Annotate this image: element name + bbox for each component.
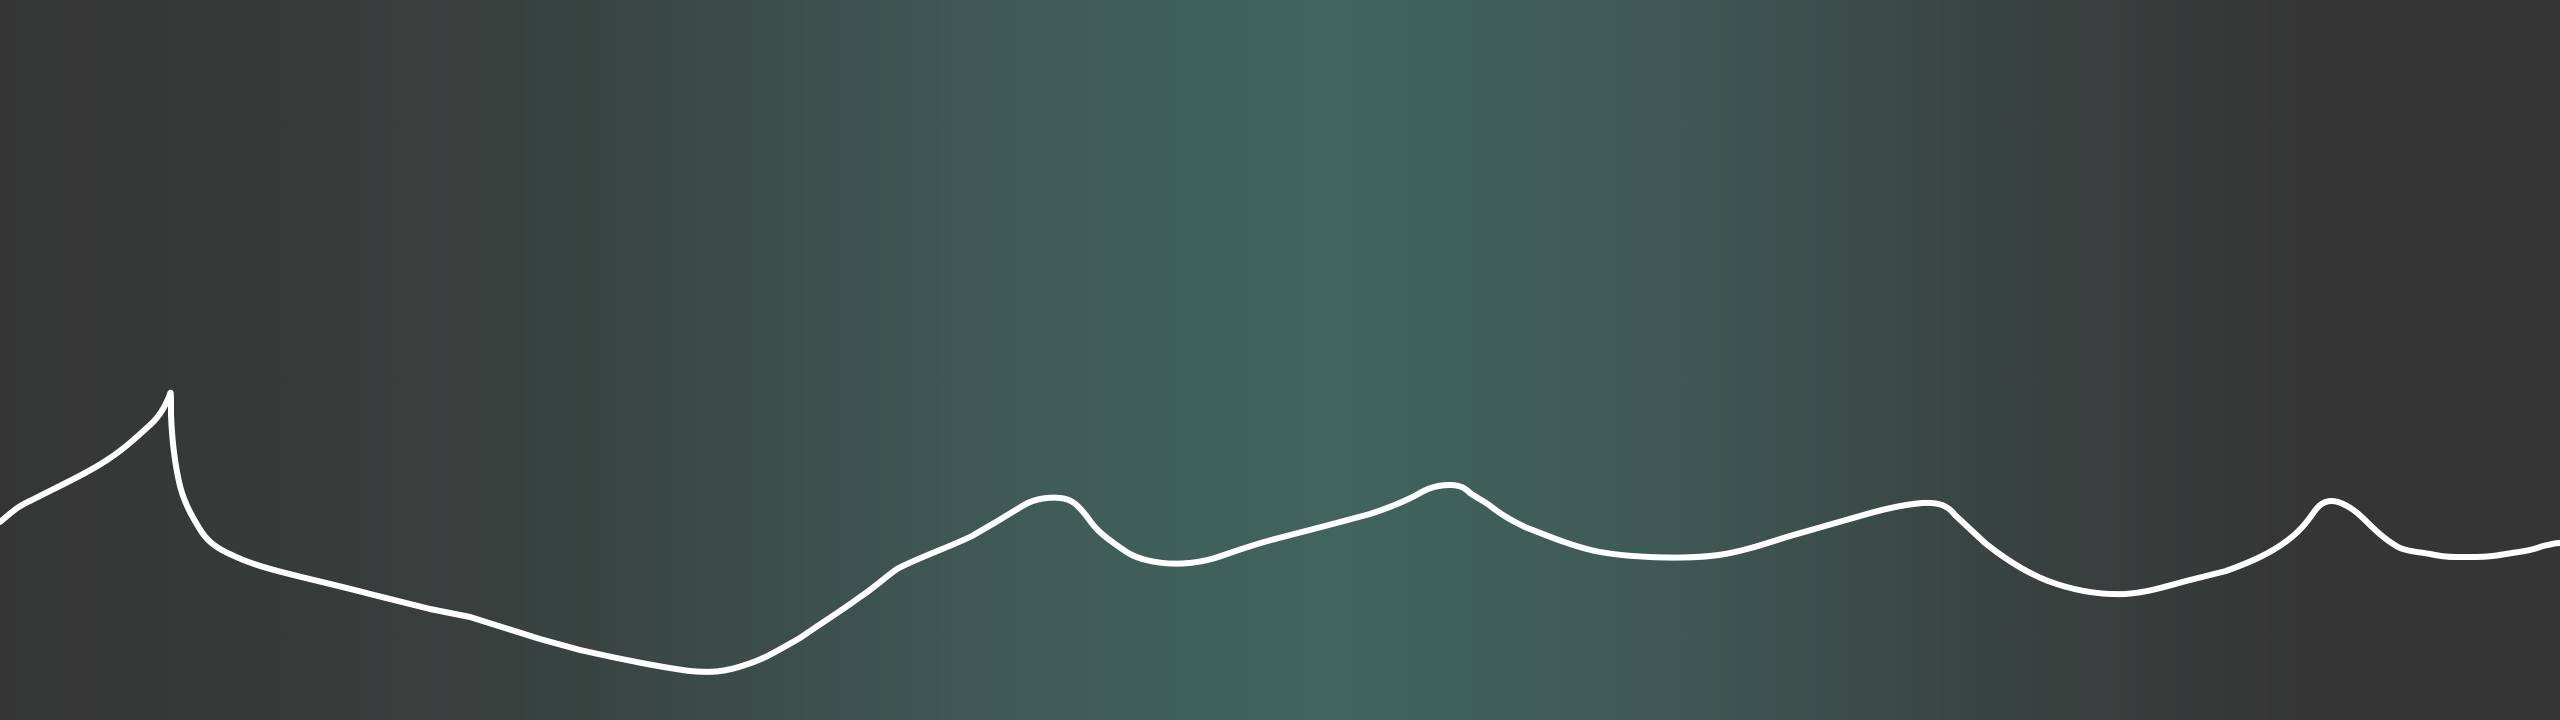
mountain-ridge-line-right [2549, 540, 2560, 547]
mountain-ridge-line [0, 389, 2555, 675]
